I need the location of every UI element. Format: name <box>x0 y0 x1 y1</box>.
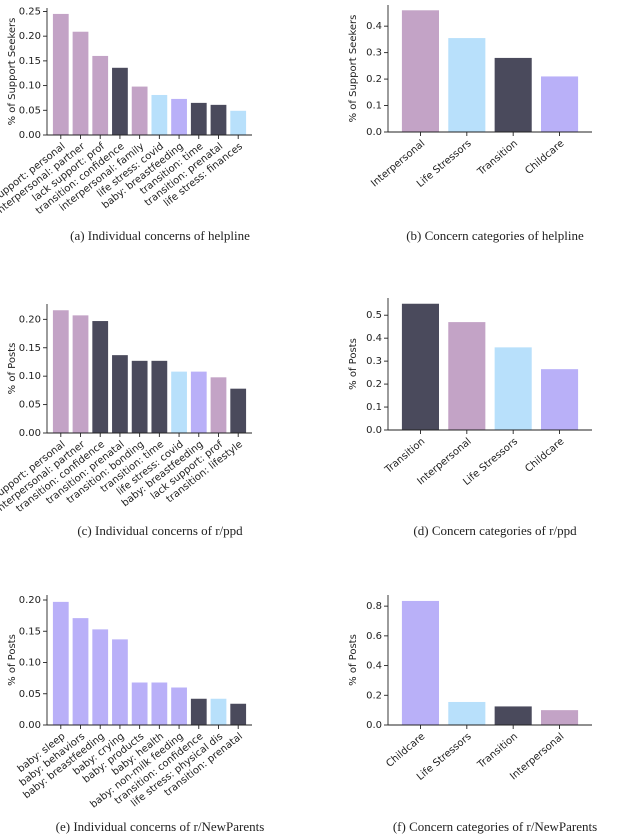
bar <box>541 76 579 132</box>
y-tick-label: 0.3 <box>366 48 382 59</box>
x-tick-label: Transition <box>475 731 520 771</box>
x-tick-label: Childcare <box>384 731 427 770</box>
y-axis-label: % of Posts <box>348 338 359 390</box>
y-tick-label: 0.00 <box>19 720 41 731</box>
y-tick-label: 0.15 <box>19 626 41 637</box>
y-tick-label: 0.25 <box>19 6 41 17</box>
bar <box>230 110 247 135</box>
bar <box>401 600 439 725</box>
bar <box>151 682 168 725</box>
x-tick-label: Transition <box>475 138 520 178</box>
bar <box>210 698 227 725</box>
bar <box>401 303 439 430</box>
y-tick-label: 0.15 <box>19 56 41 67</box>
y-tick-label: 0.8 <box>366 601 382 612</box>
bar <box>92 321 109 433</box>
y-tick-label: 0.20 <box>19 595 41 606</box>
y-axis-label: % of Posts <box>7 343 18 395</box>
bar <box>92 55 109 135</box>
bar <box>72 31 89 135</box>
bar <box>448 322 486 430</box>
bar <box>92 629 109 725</box>
bar <box>230 703 247 725</box>
caption: (c) Individual concerns of r/ppd <box>77 523 243 538</box>
bar <box>131 86 148 135</box>
bar <box>112 639 128 725</box>
bar <box>112 67 128 135</box>
y-tick-label: 0.20 <box>19 314 41 325</box>
y-tick-label: 0.4 <box>366 661 382 672</box>
bar <box>72 618 89 725</box>
bar <box>230 388 247 433</box>
y-tick-label: 0.5 <box>366 310 382 321</box>
bar <box>448 701 486 725</box>
caption: (a) Individual concerns of helpline <box>70 228 250 243</box>
y-tick-label: 0.0 <box>366 127 382 138</box>
bar <box>494 347 532 430</box>
bar <box>210 104 227 135</box>
bar <box>541 369 579 430</box>
bar <box>52 13 69 135</box>
bar <box>171 98 187 135</box>
bar <box>541 710 579 725</box>
bar <box>52 310 69 433</box>
bar <box>131 682 148 725</box>
bar <box>190 102 207 135</box>
bar <box>210 377 227 433</box>
y-tick-label: 0.00 <box>19 130 41 141</box>
y-axis-label: % of Posts <box>7 634 18 686</box>
y-tick-label: 0.4 <box>366 333 382 344</box>
bar <box>112 355 128 433</box>
x-tick-label: Childcare <box>523 436 566 475</box>
bar <box>448 38 486 132</box>
y-tick-label: 0.05 <box>19 689 41 700</box>
caption: (e) Individual concerns of r/NewParents <box>56 819 265 834</box>
y-tick-label: 0.4 <box>366 21 382 32</box>
y-tick-label: 0.0 <box>366 425 382 436</box>
bar <box>171 687 187 725</box>
bar <box>494 57 532 132</box>
y-tick-label: 0.05 <box>19 400 41 411</box>
y-axis-label: % of Support Seekers <box>348 15 359 123</box>
y-axis-label: % of Support Seekers <box>7 18 18 126</box>
y-tick-label: 0.10 <box>19 658 41 669</box>
y-tick-label: 0.1 <box>366 101 382 112</box>
y-tick-label: 0.2 <box>366 379 382 390</box>
y-tick-label: 0.3 <box>366 356 382 367</box>
bar <box>52 601 69 725</box>
y-tick-label: 0.00 <box>19 428 41 439</box>
caption: (b) Concern categories of helpline <box>406 228 584 243</box>
y-tick-label: 0.6 <box>366 631 382 642</box>
x-tick-label: Transition <box>382 436 427 476</box>
bar <box>151 360 168 433</box>
y-tick-label: 0.1 <box>366 402 382 413</box>
y-tick-label: 0.2 <box>366 74 382 85</box>
y-tick-label: 0.15 <box>19 343 41 354</box>
bar <box>401 10 439 133</box>
caption: (d) Concern categories of r/ppd <box>413 523 577 538</box>
y-tick-label: 0.0 <box>366 720 382 731</box>
bar <box>151 94 168 135</box>
bar <box>171 371 187 433</box>
bar <box>72 315 89 433</box>
y-tick-label: 0.2 <box>366 690 382 701</box>
bar <box>131 360 148 433</box>
y-tick-label: 0.10 <box>19 371 41 382</box>
y-tick-label: 0.05 <box>19 105 41 116</box>
bar <box>494 706 532 725</box>
caption: (f) Concern categories of r/NewParents <box>393 819 597 834</box>
y-axis-label: % of Posts <box>348 634 359 686</box>
y-tick-label: 0.10 <box>19 81 41 92</box>
x-tick-label: Childcare <box>523 138 566 177</box>
bar <box>190 371 207 433</box>
bar <box>190 698 207 725</box>
y-tick-label: 0.20 <box>19 31 41 42</box>
